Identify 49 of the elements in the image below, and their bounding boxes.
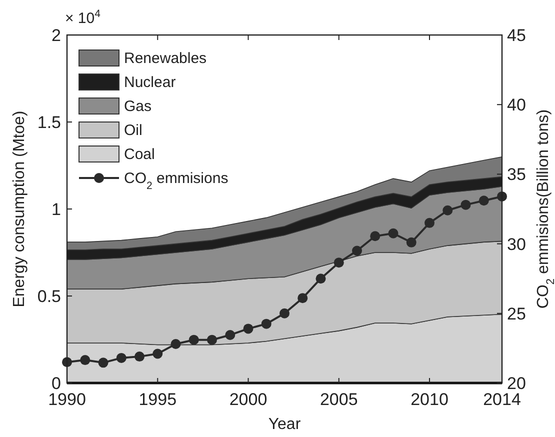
y2-tick-label: 45 — [507, 26, 526, 45]
x-axis-title: Year — [268, 416, 302, 433]
y-axis-title: Energy consumption (Mtoe) — [11, 110, 28, 308]
point — [170, 339, 181, 350]
legend-label: Oil — [124, 122, 142, 139]
legend-label: Renewables — [124, 50, 207, 67]
point — [352, 246, 362, 256]
y2-tick-label: 40 — [507, 96, 526, 115]
point — [134, 352, 144, 362]
y-tick-label: 0 — [52, 374, 61, 393]
point — [298, 293, 308, 304]
point — [478, 196, 489, 206]
legend-label: CO$_{2}$ emmisions — [124, 170, 228, 192]
x-tick-label: 2000 — [229, 390, 268, 409]
point — [152, 348, 163, 359]
point — [334, 258, 344, 268]
y-tick-label: 2 — [52, 26, 61, 45]
legend-label: Nuclear — [124, 74, 176, 91]
y2-tick-label: 30 — [507, 234, 526, 254]
point — [406, 237, 416, 248]
point — [225, 330, 236, 340]
x-tick-label: 1990 — [48, 390, 86, 409]
point — [98, 358, 108, 368]
point — [442, 205, 453, 216]
x-tick-label: 2014 — [483, 390, 521, 409]
legend-label: Gas — [124, 98, 152, 115]
y-tick-label: 0.5 — [37, 287, 61, 306]
y-tick-label: 1.5 — [37, 113, 61, 132]
y-tick-label: 1 — [52, 200, 61, 219]
point — [243, 324, 254, 334]
point — [80, 355, 90, 366]
point — [261, 318, 272, 329]
point — [370, 231, 380, 242]
point — [280, 308, 290, 318]
point — [207, 334, 217, 345]
point — [388, 228, 398, 238]
point — [116, 352, 126, 363]
text: × 10$^{4}$ — [65, 8, 101, 27]
point — [460, 200, 471, 210]
y2-tick-label: 20 — [507, 374, 526, 393]
x-tick-label: 2010 — [410, 390, 448, 409]
legend-label: Coal — [124, 146, 155, 163]
x-tick-label: 2005 — [320, 390, 358, 409]
point — [424, 218, 434, 228]
x-tick-label: 1995 — [138, 390, 177, 409]
point — [316, 274, 326, 284]
y2-tick-label: 35 — [507, 165, 526, 184]
y2-tick-label: 25 — [507, 304, 526, 324]
point — [188, 334, 199, 345]
